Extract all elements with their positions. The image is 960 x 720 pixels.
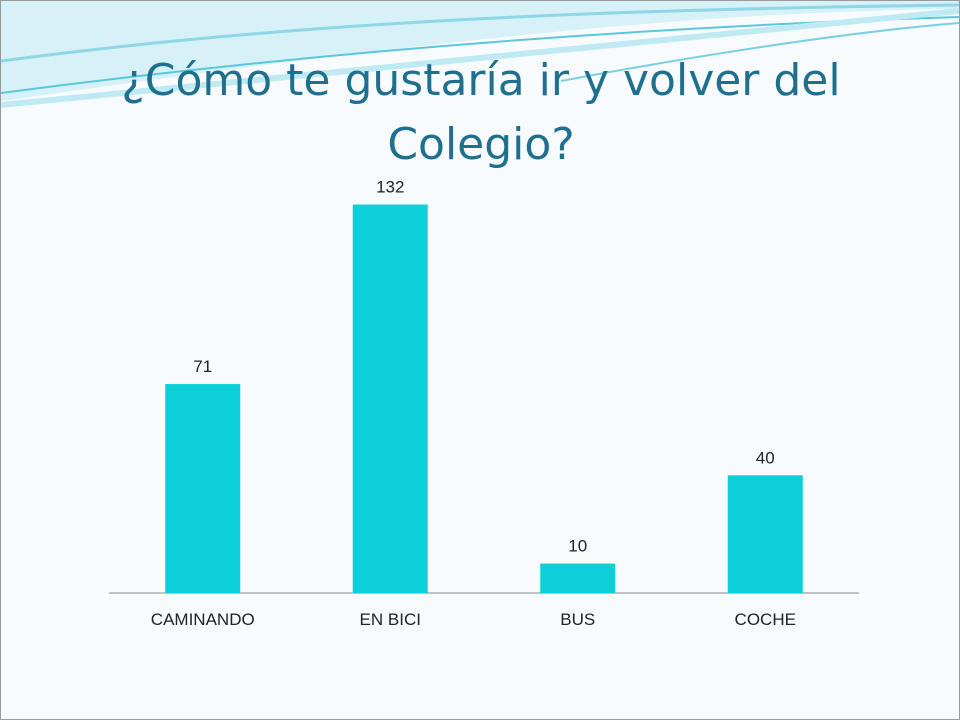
data-label-caminando: 71 [193,357,212,376]
category-label-bus: BUS [560,610,595,629]
category-label-coche: COCHE [735,610,796,629]
header-swoosh-decoration [1,1,959,108]
category-label-en-bici: EN BICI [360,610,421,629]
data-label-bus: 10 [568,537,587,556]
bar-coche [727,475,803,593]
bar-en-bici [352,204,428,594]
bar-bus [540,563,616,593]
data-label-coche: 40 [756,448,775,467]
slide-title: ¿Cómo te gustaría ir y volver del Colegi… [121,55,841,170]
category-label-caminando: CAMINANDO [151,610,255,629]
data-label-en-bici: 132 [376,178,404,197]
bar-caminando [165,384,241,593]
